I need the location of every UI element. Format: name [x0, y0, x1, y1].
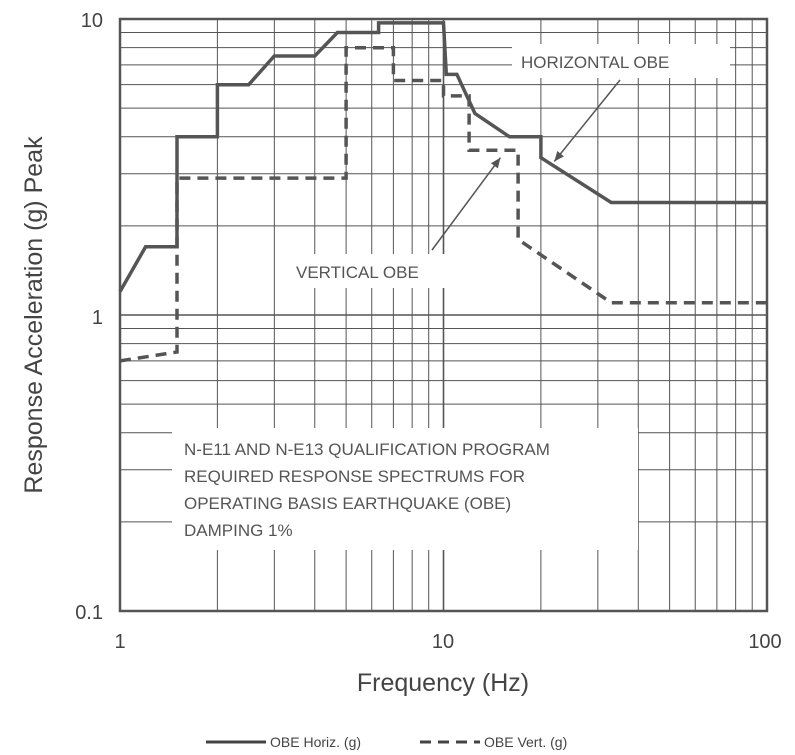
x-tick-label-1: 1 — [114, 631, 125, 653]
note-line-4: DAMPING 1% — [184, 521, 293, 540]
series-group — [118, 21, 767, 363]
note-background — [172, 428, 638, 550]
y-tick-label-0-1: 0.1 — [75, 602, 103, 624]
x-tick-label-10: 10 — [432, 631, 454, 653]
horizontal-label-background — [512, 44, 730, 78]
y-tick-label-1: 1 — [92, 307, 103, 329]
arrow-vertical-obe — [431, 157, 502, 251]
legend: OBE Horiz. (g) OBE Vert. (g) — [206, 734, 567, 750]
y-tick-label-10: 10 — [81, 10, 103, 32]
series-line-obe-vert — [119, 45, 767, 363]
annotation-vertical-obe: VERTICAL OBE — [296, 263, 419, 282]
plot-frame — [118, 17, 769, 613]
series-line-obe-horiz — [118, 21, 767, 293]
legend-label-horiz: OBE Horiz. (g) — [270, 734, 361, 750]
x-axis-title: Frequency (Hz) — [357, 669, 529, 697]
arrow-horizontal-obe — [553, 79, 621, 162]
note-line-3: OPERATING BASIS EARTHQUAKE (OBE) — [184, 494, 511, 513]
x-tick-label-100: 100 — [748, 631, 781, 653]
annotation-arrows — [431, 79, 621, 251]
annotation-note: N-E11 AND N-E13 QUALIFICATION PROGRAM RE… — [184, 440, 550, 540]
annotation-horizontal-obe: HORIZONTAL OBE — [521, 53, 669, 72]
vertical-label-background — [286, 254, 466, 288]
note-line-1: N-E11 AND N-E13 QUALIFICATION PROGRAM — [184, 440, 550, 459]
note-line-2: REQUIRED RESPONSE SPECTRUMS FOR — [184, 467, 525, 486]
legend-label-vert: OBE Vert. (g) — [484, 734, 567, 750]
y-axis-title: Response Acceleration (g) Peak — [20, 136, 48, 494]
